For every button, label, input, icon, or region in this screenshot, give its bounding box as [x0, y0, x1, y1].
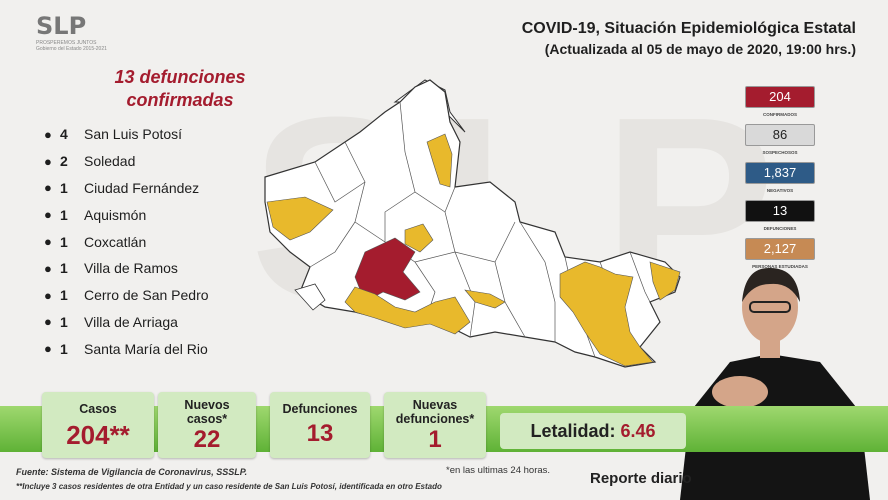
count: 1 [60, 313, 68, 330]
count: 1 [60, 260, 68, 277]
footer-asterisk-note: *en las ultimas 24 horas. [446, 465, 551, 476]
count: 1 [60, 340, 68, 357]
logo-sub2: Gobierno del Estado 2015-2021 [36, 46, 107, 52]
card-nuevos-casos: Nuevos casos* 22 [158, 392, 256, 458]
letalidad-value: 6.46 [620, 421, 656, 441]
count: 1 [60, 233, 68, 250]
nuevas-def-label1: Nuevas [412, 398, 458, 412]
nuevas-def-label: Nuevas defunciones* [384, 398, 486, 426]
letalidad-box: Letalidad: 6.46 [500, 413, 686, 449]
glasses-icon [749, 301, 791, 313]
count: 2 [60, 153, 68, 170]
list-item: ● 1 Villa de Arriaga [44, 309, 209, 336]
list-item: ● 1 Cerro de San Pedro [44, 282, 209, 309]
summary-bar: Casos 204** Nuevos casos* 22 Defunciones… [0, 392, 888, 462]
defunciones-label: Defunciones [282, 402, 358, 416]
bullet-icon: ● [44, 260, 52, 276]
subtitle: (Actualizada al 05 de mayo de 2020, 19:0… [544, 41, 856, 57]
count: 1 [60, 287, 68, 304]
footer-source: Fuente: Sistema de Vigilancia de Coronav… [16, 467, 248, 477]
list-item: ● 1 Santa María del Rio [44, 335, 209, 362]
stat-confirmados-label: CONFIRMADOS [763, 112, 797, 117]
page-title: COVID-19, Situación Epidemiológica Estat… [522, 20, 856, 57]
nuevos-casos-label2: casos* [186, 412, 228, 426]
interpreter-head [742, 271, 798, 343]
list-item: ● 1 Coxcatlán [44, 228, 209, 255]
side-stats: 204 CONFIRMADOS 86 SOSPECHOSOS 1,837 NEG… [745, 86, 815, 276]
municipality-yellow-3 [404, 223, 434, 253]
bullet-icon: ● [44, 234, 52, 250]
stat-negativos-label: NEGATIVOS [766, 188, 794, 193]
interpreter-hair [742, 267, 800, 302]
place: Villa de Ramos [84, 260, 178, 277]
bullet-icon: ● [44, 126, 52, 142]
place: Soledad [84, 153, 136, 170]
card-casos: Casos 204** [42, 392, 154, 458]
count: 1 [60, 206, 68, 223]
place: Coxcatlán [84, 233, 147, 250]
list-item: ● 1 Ciudad Fernández [44, 175, 209, 202]
bullet-icon: ● [44, 287, 52, 303]
stat-estudiados-value: 2,127 [745, 238, 815, 260]
nuevas-def-label2: defunciones* [395, 412, 475, 426]
interpreter-figure [680, 267, 870, 500]
list-item: ● 1 Villa de Ramos [44, 255, 209, 282]
count: 4 [60, 126, 68, 143]
place: San Luis Potosí [84, 126, 183, 143]
municipality-yellow-6 [559, 261, 654, 367]
list-item: ● 1 Aquismón [44, 201, 209, 228]
logo-mark: SLP [36, 12, 87, 40]
casos-value: 204** [66, 420, 130, 450]
nuevos-casos-label: Nuevos casos* [158, 398, 256, 426]
place: Santa María del Rio [84, 340, 208, 357]
place: Villa de Arriaga [84, 313, 178, 330]
bullet-icon: ● [44, 207, 52, 223]
bullet-icon: ● [44, 314, 52, 330]
count: 1 [60, 179, 68, 196]
state-map [264, 79, 681, 368]
casos-label: Casos [79, 402, 117, 416]
defunciones-value: 13 [306, 420, 334, 447]
report-label: Reporte diario [590, 470, 692, 487]
place: Cerro de San Pedro [84, 287, 209, 304]
stat-negativos-value: 1,837 [745, 162, 815, 184]
deaths-title-line2: confirmadas [126, 90, 234, 110]
interpreter-neck [760, 338, 780, 358]
deaths-title: 13 defunciones confirmadas [80, 66, 280, 112]
municipality-yellow-7 [649, 261, 681, 301]
title: COVID-19, Situación Epidemiológica Estat… [521, 20, 856, 37]
bullet-icon: ● [44, 180, 52, 196]
municipality-yellow-5 [464, 289, 506, 309]
stat-defunciones-label: DEFUNCIONES [763, 226, 797, 231]
stat-sospechosos-value: 86 [745, 124, 815, 146]
slp-logo: SLP PROSPEREMOS JUNTOS Gobierno del Esta… [36, 12, 116, 52]
deaths-list: ● 4 San Luis Potosí ● 2 Soledad ● 1 Ciudad Fer… [44, 121, 209, 362]
municipality-yellow-1 [266, 196, 334, 241]
place: Aquismón [84, 206, 147, 223]
footer-note: **Incluye 3 casos residentes de otra Ent… [16, 482, 442, 491]
stat-defunciones-value: 13 [745, 200, 815, 222]
stat-sospechosos-label: SOSPECHOSOS [762, 150, 798, 155]
place: Ciudad Fernández [84, 179, 200, 196]
interpreter-hands [712, 376, 768, 408]
map-exclave [294, 283, 326, 311]
list-item: ● 4 San Luis Potosí [44, 121, 209, 148]
letalidad-label: Letalidad: [530, 421, 616, 441]
municipality-yellow-2 [426, 133, 453, 188]
deaths-title-line1: 13 defunciones [114, 67, 246, 87]
card-defunciones: Defunciones 13 [270, 392, 370, 458]
nuevos-casos-label1: Nuevos [184, 398, 230, 412]
bullet-icon: ● [44, 341, 52, 357]
list-item: ● 2 Soledad [44, 148, 209, 175]
stat-estudiados-label: PERSONAS ESTUDIADAS [752, 264, 808, 269]
nuevas-def-value: 1 [428, 426, 442, 453]
municipality-yellow-4 [344, 286, 471, 335]
bullet-icon: ● [44, 153, 52, 169]
stat-confirmados-value: 204 [745, 86, 815, 108]
nuevos-casos-value: 22 [193, 426, 221, 453]
logo-sub1: PROSPEREMOS JUNTOS [36, 40, 97, 46]
card-nuevas-defunciones: Nuevas defunciones* 1 [384, 392, 486, 458]
